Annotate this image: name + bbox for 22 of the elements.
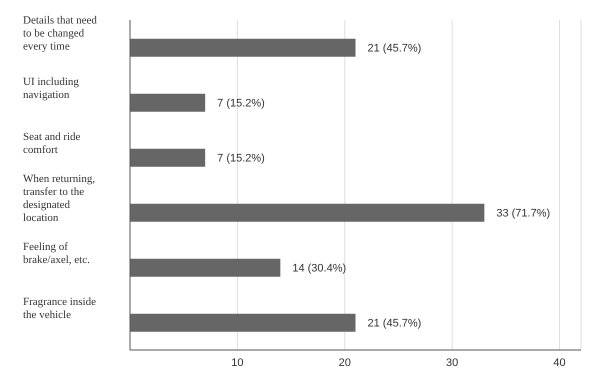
bar — [130, 314, 356, 332]
y-tick-label: Seat and ride comfort — [23, 130, 81, 156]
y-tick-label: Feeling of brake/axel, etc. — [23, 240, 90, 266]
x-tick-label: 10 — [231, 356, 244, 369]
data-label: 33 (71.7%) — [496, 208, 550, 220]
bar — [130, 258, 280, 277]
bar — [130, 204, 484, 222]
y-tick-label: UI including navigation — [23, 76, 80, 101]
data-label: 21 (45.7%) — [368, 42, 422, 55]
data-label: 7 (15.2%) — [217, 98, 265, 110]
x-tick-label: 20 — [338, 356, 351, 369]
data-label: 14 (30.4%) — [292, 262, 346, 275]
x-tick-label: 40 — [553, 356, 566, 369]
y-tick-label: Fragrance inside the vehicle — [23, 296, 96, 321]
y-tick-label: When returning, transfer to the designated location — [23, 172, 96, 224]
data-label: 21 (45.7%) — [368, 318, 422, 330]
x-tick-label: 30 — [446, 356, 458, 369]
bar — [130, 94, 206, 112]
bar — [130, 148, 206, 167]
bar — [130, 38, 356, 57]
y-tick-label: Details that need to be changed every time — [23, 14, 98, 52]
data-label: 7 (15.2%) — [217, 152, 265, 165]
